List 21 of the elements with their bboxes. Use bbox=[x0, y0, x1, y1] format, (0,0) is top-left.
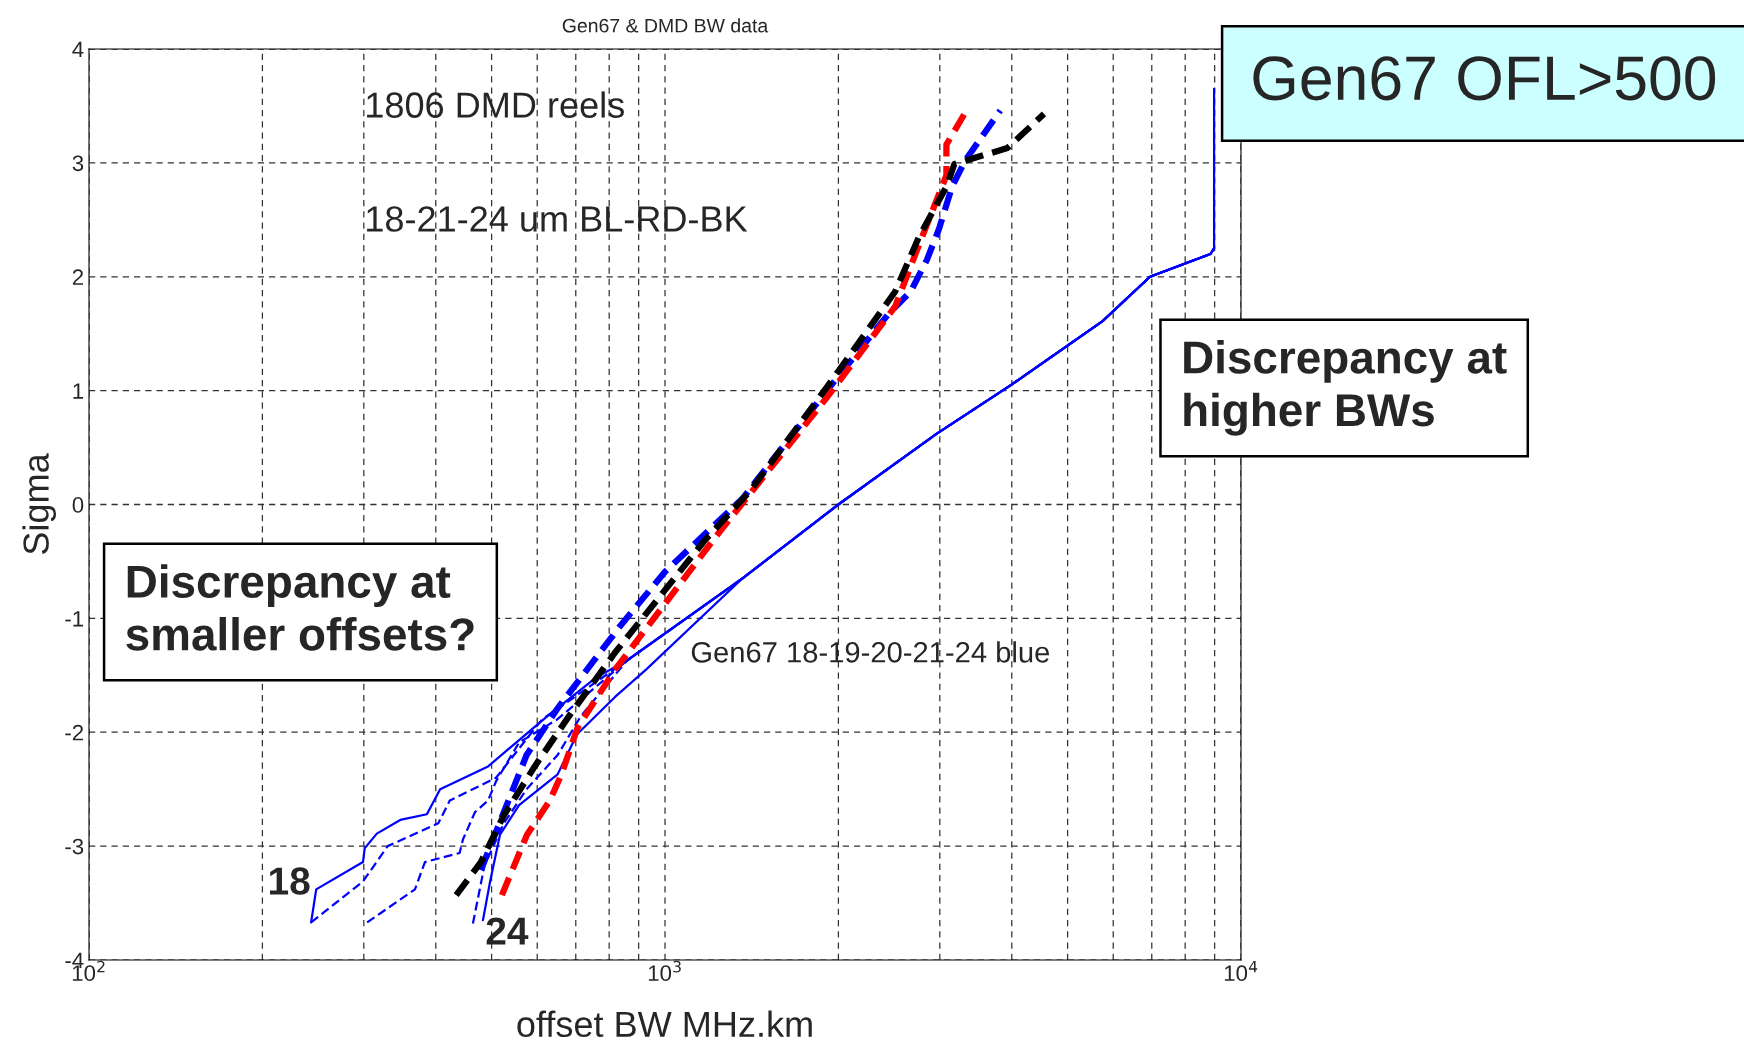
y-tick-label: 4 bbox=[72, 41, 84, 58]
annotation: Discrepancy at smaller offsets? bbox=[126, 564, 474, 651]
y-tick-label: 0 bbox=[72, 497, 84, 513]
y-tick-label: 1 bbox=[73, 383, 84, 399]
annotation: 18 bbox=[270, 867, 310, 895]
annotation: 18-21-24 um BL-RD-BK bbox=[367, 206, 748, 232]
annotation: 24 bbox=[486, 917, 529, 945]
text: Gen67 OFL>500 bbox=[1253, 56, 1716, 101]
y-axis-title: Sigma bbox=[22, 453, 57, 555]
x-tick-label: 10$^{3}$ bbox=[648, 960, 681, 982]
chart-title: Gen67 & DMD BW data bbox=[562, 18, 769, 33]
y-tick-label: -2 bbox=[65, 724, 84, 741]
y-tick-label: 2 bbox=[72, 269, 84, 285]
x-tick-label: 10$^{4}$ bbox=[1224, 960, 1258, 982]
annotation: Gen67 18-19-20-21-24 blue bbox=[691, 641, 1050, 663]
x-axis-title: offset BW MHz.km bbox=[517, 1010, 812, 1038]
annotation: Discrepancy at higher BWs bbox=[1184, 340, 1507, 436]
y-tick-label: 3 bbox=[72, 155, 84, 172]
y-tick-label: -3 bbox=[65, 838, 84, 855]
y-tick-label: -1 bbox=[65, 611, 84, 627]
annotation: 1806 DMD reels bbox=[367, 91, 624, 118]
